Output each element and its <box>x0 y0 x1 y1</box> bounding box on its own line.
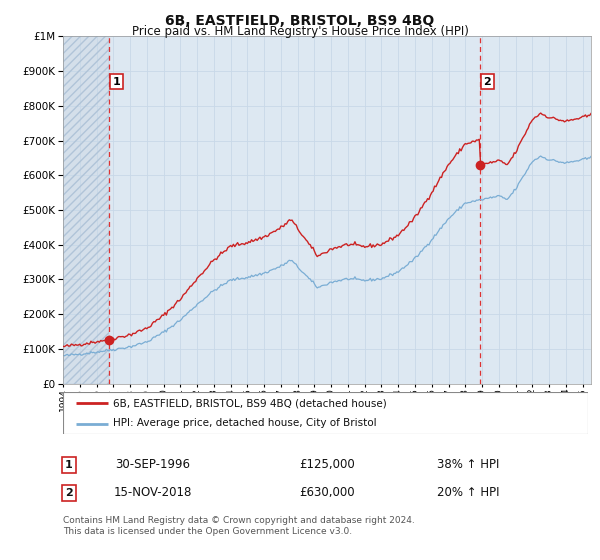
Text: 6B, EASTFIELD, BRISTOL, BS9 4BQ (detached house): 6B, EASTFIELD, BRISTOL, BS9 4BQ (detache… <box>113 398 386 408</box>
Text: 2: 2 <box>484 77 491 87</box>
Text: £630,000: £630,000 <box>299 486 355 500</box>
Text: 1: 1 <box>65 460 73 470</box>
Text: Price paid vs. HM Land Registry's House Price Index (HPI): Price paid vs. HM Land Registry's House … <box>131 25 469 38</box>
Text: 2: 2 <box>65 488 73 498</box>
Text: 38% ↑ HPI: 38% ↑ HPI <box>437 458 499 472</box>
Text: HPI: Average price, detached house, City of Bristol: HPI: Average price, detached house, City… <box>113 418 377 428</box>
Text: 6B, EASTFIELD, BRISTOL, BS9 4BQ: 6B, EASTFIELD, BRISTOL, BS9 4BQ <box>166 14 434 28</box>
Text: £125,000: £125,000 <box>299 458 355 472</box>
Text: 1: 1 <box>112 77 120 87</box>
Bar <box>63 36 109 384</box>
Text: Contains HM Land Registry data © Crown copyright and database right 2024.
This d: Contains HM Land Registry data © Crown c… <box>63 516 415 536</box>
Text: 30-SEP-1996: 30-SEP-1996 <box>115 458 191 472</box>
Text: 20% ↑ HPI: 20% ↑ HPI <box>437 486 499 500</box>
Text: 15-NOV-2018: 15-NOV-2018 <box>114 486 192 500</box>
